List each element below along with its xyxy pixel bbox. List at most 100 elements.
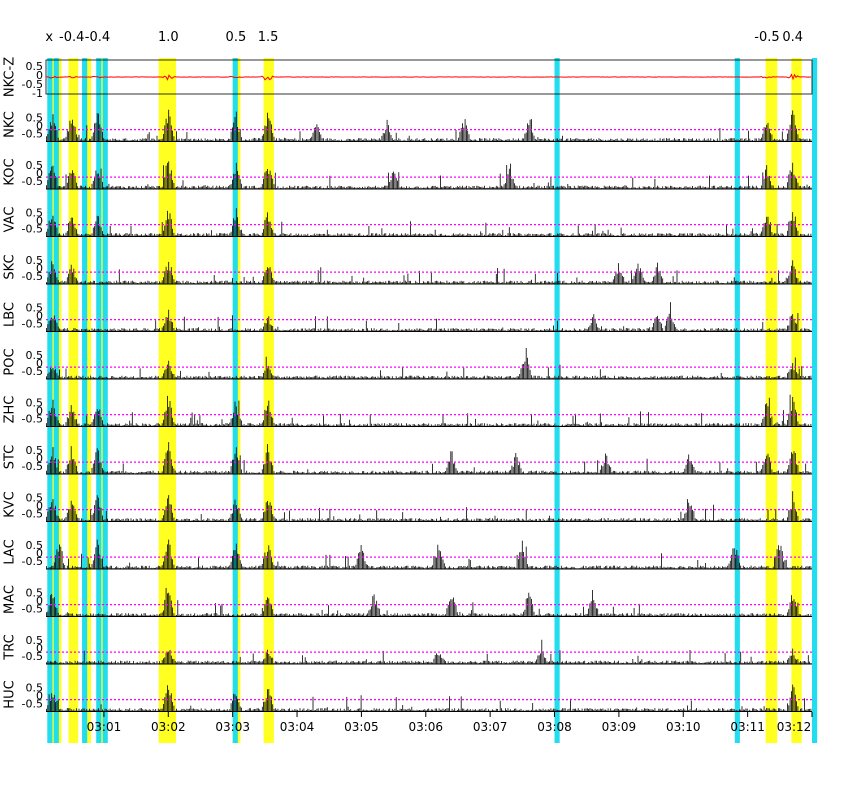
envelope-trace <box>46 208 812 237</box>
y-tick-label: -0.5 <box>22 508 43 521</box>
y-tick-label: -0.5 <box>22 318 43 331</box>
x-axis-ticks: 03:01 03:02 03:03 03:04 03:05 03:06 03:07 03:08… <box>87 712 813 734</box>
y-tick-label: 0 <box>36 69 43 82</box>
envelope-trace <box>46 260 812 284</box>
yellow-band-1 <box>68 58 79 743</box>
y-tick-label: 0.5 <box>26 397 44 410</box>
station-label-zhc: ZHC <box>3 396 18 424</box>
y-tick-label: 0.5 <box>26 60 44 73</box>
y-tick-label: 0.5 <box>26 587 44 600</box>
top-annotation-labels: x -0.4 -0.4 1.0 0.5 1.5 -0.5 0.4 <box>45 30 803 45</box>
station-label-skc: SKC <box>3 254 18 279</box>
y-tick-label: -0.5 <box>22 460 43 473</box>
envelope-trace <box>46 302 812 332</box>
panel-trc: 0.50-0.5 TRC <box>3 634 812 665</box>
y-tick-label: 0 <box>36 405 43 418</box>
cyan-band-0 <box>47 58 53 743</box>
y-tick-label: 0 <box>36 357 43 370</box>
x-tick-label: 03:01 <box>87 720 122 734</box>
y-tick-label: -0.5 <box>22 413 43 426</box>
y-tick-label: 0 <box>36 690 43 703</box>
y-tick-label: 0.5 <box>26 159 44 172</box>
yellow-band-3 <box>97 58 107 743</box>
y-tick-label: 0 <box>36 547 43 560</box>
x-tick-label: 03:07 <box>473 720 508 734</box>
cyan-band-5 <box>232 58 238 743</box>
envelope-trace <box>46 394 812 427</box>
y-tick-label: -0.5 <box>22 555 43 568</box>
y-tick-label: -0.5 <box>22 175 43 188</box>
y-tick-label: 0.5 <box>26 349 44 362</box>
y-tick-label: 0.5 <box>26 634 44 647</box>
x-tick-label: 03:08 <box>537 720 572 734</box>
cyan-band-1 <box>53 58 59 743</box>
x-tick-label: 03:02 <box>151 720 186 734</box>
y-tick-label: -0.5 <box>22 698 43 711</box>
top-label-1: -0.4 <box>59 30 84 45</box>
station-label-mac: MAC <box>3 585 18 614</box>
envelope-trace <box>46 348 812 379</box>
panel-nkc: 0.50-0.5 NKC <box>3 109 812 142</box>
yellow-band-7 <box>765 58 778 743</box>
y-tick-label: 0 <box>36 120 43 133</box>
panel-nkc-z: 0.50-0.5-1 NKC-Z <box>3 57 813 100</box>
panel-koc: 0.50-0.5 KOC <box>3 158 812 190</box>
top-label-0: x <box>45 30 53 45</box>
top-label-6: -0.5 <box>754 30 779 45</box>
y-tick-label: 0.5 <box>26 539 44 552</box>
station-label-vac: VAC <box>3 207 18 233</box>
x-tick-label: 03:06 <box>408 720 443 734</box>
station-label-nkc-z: NKC-Z <box>3 57 18 97</box>
y-tick-label: -0.5 <box>22 128 43 141</box>
top-label-4: 0.5 <box>226 30 247 45</box>
envelope-trace <box>46 587 812 617</box>
top-label-3: 1.0 <box>158 30 179 45</box>
y-tick-label: 0.5 <box>26 682 44 695</box>
yellow-band-8 <box>791 58 802 743</box>
y-tick-label: 0.5 <box>26 207 44 220</box>
panel-lbc: 0.50-0.5 LBC <box>3 302 812 332</box>
y-tick-label: 0 <box>36 642 43 655</box>
x-tick-label: 03:05 <box>344 720 379 734</box>
x-tick-label: 03:10 <box>666 720 701 734</box>
envelope-trace <box>46 442 812 474</box>
yellow-band-6 <box>263 58 274 743</box>
y-tick-label: 0 <box>36 167 43 180</box>
y-tick-label: 0.5 <box>26 492 44 505</box>
panel-lac: 0.50-0.5 LAC <box>3 539 812 570</box>
top-label-5: 1.5 <box>258 30 279 45</box>
seismogram-trace <box>45 73 812 81</box>
envelope-trace <box>46 684 812 712</box>
station-label-lbc: LBC <box>3 302 18 327</box>
station-panels: 0.50-0.5-1NKC-Z0.50-0.5NKC0.50-0.5KOC0.5… <box>3 57 813 712</box>
x-tick-label: 03:12 <box>777 720 812 734</box>
x-tick-label: 03:11 <box>730 720 765 734</box>
panel-mac: 0.50-0.5 MAC <box>3 585 812 617</box>
station-label-koc: KOC <box>3 158 18 185</box>
envelope-trace <box>46 639 812 664</box>
panel-skc: 0.50-0.5 SKC <box>3 254 812 285</box>
envelope-trace <box>46 539 812 569</box>
station-label-stc: STC <box>3 445 18 470</box>
cyan-band-7 <box>734 58 740 743</box>
station-label-trc: TRC <box>3 634 18 660</box>
cyan-band-3 <box>96 58 102 743</box>
cyan-band-8 <box>812 58 818 743</box>
y-tick-label: 0.5 <box>26 112 44 125</box>
y-tick-label: 0 <box>36 262 43 275</box>
x-tick-label: 03:03 <box>215 720 250 734</box>
top-label-2: -0.4 <box>85 30 110 45</box>
panel-poc: 0.50-0.5 POC <box>3 348 812 380</box>
y-tick-label: 0.5 <box>26 444 44 457</box>
panel-kvc: 0.50-0.5 KVC <box>3 491 812 522</box>
y-tick-label: -0.5 <box>22 270 43 283</box>
top-label-7: 0.4 <box>782 30 803 45</box>
panel-vac: 0.50-0.5 VAC <box>3 207 812 237</box>
y-tick-label: 0.5 <box>26 302 44 315</box>
station-label-huc: HUC <box>3 680 18 708</box>
y-tick-label: -0.5 <box>22 223 43 236</box>
y-tick-label: -0.5 <box>22 603 43 616</box>
y-tick-label: 0 <box>36 310 43 323</box>
cyan-band-4 <box>102 58 108 743</box>
y-tick-label: 0 <box>36 500 43 513</box>
